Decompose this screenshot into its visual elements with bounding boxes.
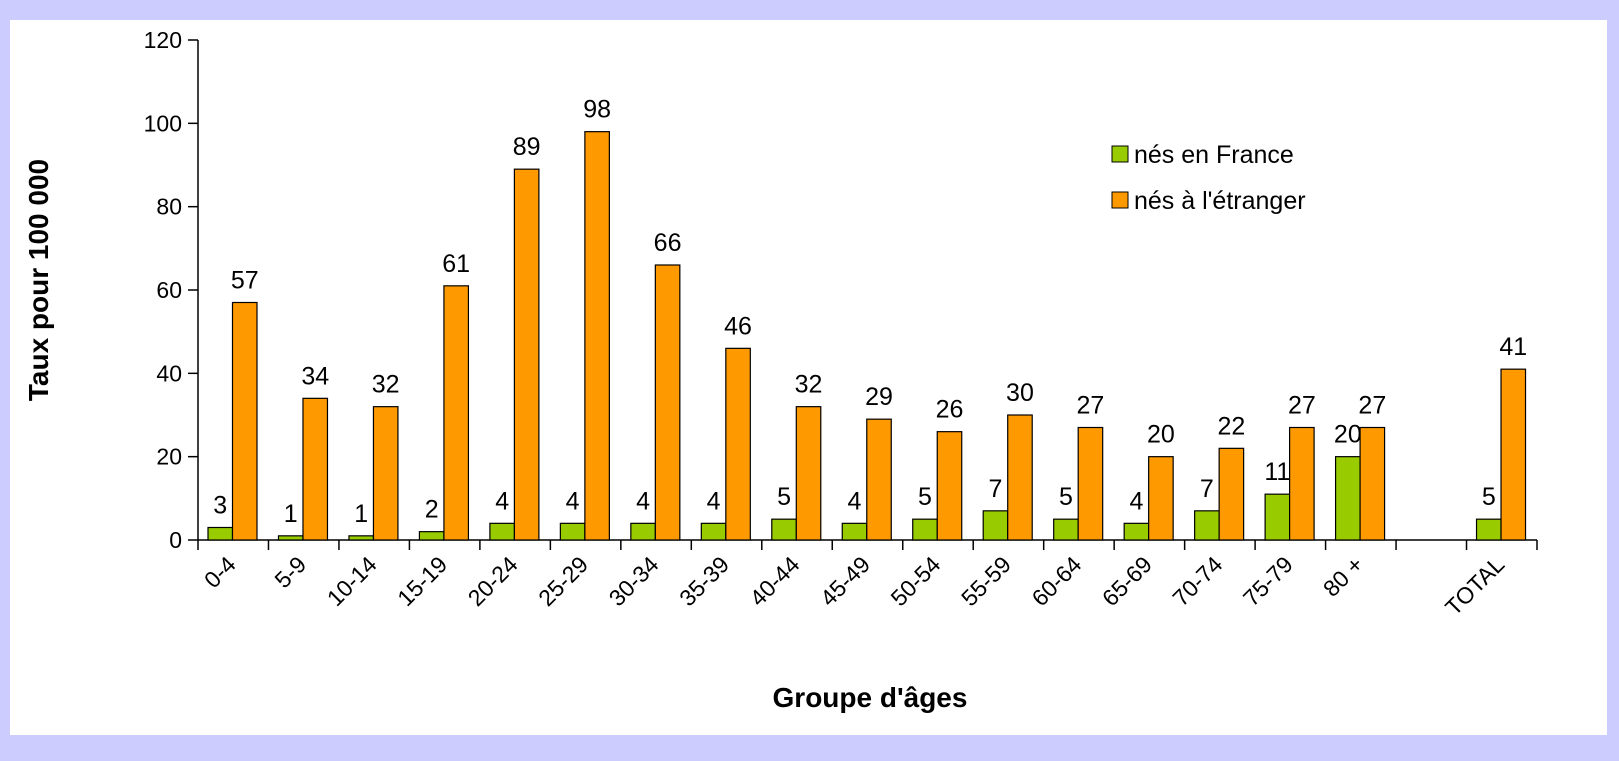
data-label: 3 (213, 492, 227, 520)
bar (771, 518, 797, 541)
y-axis-title: Taux pour 100 000 (23, 159, 54, 401)
bar (489, 522, 515, 541)
data-label: 32 (795, 371, 823, 399)
data-label: 66 (654, 229, 682, 257)
y-tick-label: 40 (156, 360, 182, 386)
bar (559, 522, 586, 541)
data-label: 5 (1059, 483, 1073, 511)
data-label: 5 (1482, 483, 1496, 511)
bar (1148, 456, 1174, 541)
data-label: 1 (354, 500, 368, 528)
bar (348, 535, 375, 541)
data-label: 98 (583, 96, 611, 124)
bar (1289, 426, 1315, 541)
bar (302, 397, 329, 541)
data-label: 41 (1499, 333, 1527, 361)
data-label: 26 (936, 396, 964, 424)
bar (372, 406, 399, 541)
bar (1007, 414, 1033, 541)
bar (418, 531, 445, 541)
data-label: 29 (865, 383, 893, 411)
legend-label: nés en France (1134, 141, 1294, 169)
y-tick-label: 0 (169, 527, 182, 553)
bar (1475, 518, 1502, 541)
bar (982, 510, 1009, 541)
bar (654, 264, 681, 541)
plot-background (10, 20, 1607, 735)
bar (231, 301, 258, 541)
legend-label: nés à l'étranger (1134, 187, 1306, 215)
y-tick-label: 20 (156, 444, 182, 470)
bar (1218, 447, 1245, 541)
data-label: 20 (1147, 421, 1175, 449)
bar (1359, 426, 1386, 541)
data-label: 4 (566, 487, 580, 515)
bar (866, 418, 892, 541)
data-label: 4 (848, 487, 862, 515)
bar (1123, 522, 1150, 541)
data-label: 4 (495, 487, 509, 515)
bar (1264, 493, 1291, 541)
data-label: 5 (777, 483, 791, 511)
y-tick-label: 120 (144, 27, 182, 53)
data-label: 4 (636, 487, 650, 515)
data-label: 27 (1077, 392, 1105, 420)
data-label: 4 (1129, 487, 1143, 515)
bar (700, 522, 727, 541)
data-label: 61 (442, 250, 470, 278)
data-label: 30 (1006, 379, 1034, 407)
bar (443, 285, 470, 541)
bar (841, 522, 868, 541)
data-label: 2 (425, 496, 439, 524)
legend-swatch (1111, 191, 1129, 209)
data-label: 11 (1264, 458, 1290, 486)
data-label: 27 (1288, 392, 1316, 420)
data-label: 4 (707, 487, 721, 515)
bar (1500, 368, 1527, 541)
bar (277, 535, 304, 541)
bar (584, 131, 610, 541)
data-label: 89 (513, 133, 541, 161)
y-tick-label: 100 (144, 110, 182, 136)
bar (795, 406, 822, 541)
bar (1077, 426, 1104, 541)
data-label: 20 (1334, 421, 1362, 449)
bar (207, 526, 234, 541)
y-tick-label: 60 (156, 277, 182, 303)
data-label: 57 (231, 267, 259, 295)
data-label: 32 (372, 371, 400, 399)
bar (725, 347, 751, 541)
y-tick-label: 80 (156, 194, 182, 220)
data-label: 34 (301, 362, 329, 390)
bar (1194, 510, 1220, 541)
bar (936, 431, 963, 541)
data-label: 7 (1200, 475, 1214, 503)
data-label: 5 (918, 483, 932, 511)
data-label: 22 (1217, 412, 1245, 440)
legend-swatch (1111, 145, 1129, 163)
bar (630, 522, 656, 541)
data-label: 27 (1358, 392, 1386, 420)
bar (912, 518, 938, 541)
bar (1053, 518, 1079, 541)
bar (513, 168, 540, 541)
data-label: 46 (724, 312, 752, 340)
x-axis-title: Groupe d'âges (773, 682, 968, 713)
data-label: 7 (989, 475, 1003, 503)
bar (1334, 456, 1361, 541)
data-label: 1 (284, 500, 298, 528)
